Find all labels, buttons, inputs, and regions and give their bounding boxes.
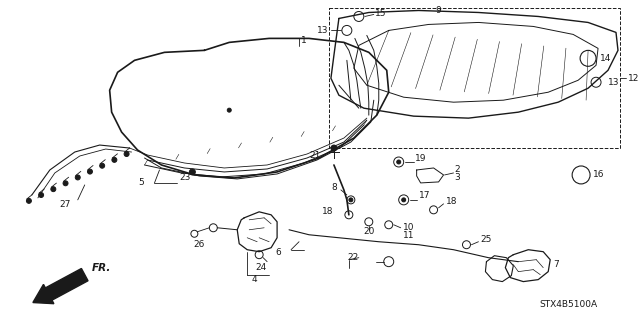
Text: 4: 4 (252, 275, 257, 284)
Text: 24: 24 (255, 263, 267, 272)
Circle shape (331, 145, 337, 151)
Text: 5: 5 (139, 178, 145, 188)
FancyArrow shape (33, 269, 88, 304)
Circle shape (397, 160, 401, 164)
Circle shape (189, 169, 195, 175)
Text: 1: 1 (301, 36, 307, 45)
Text: STX4B5100A: STX4B5100A (539, 300, 597, 309)
Text: 18: 18 (445, 197, 457, 206)
Circle shape (38, 193, 44, 197)
Circle shape (63, 181, 68, 186)
Circle shape (88, 169, 92, 174)
Text: 3: 3 (454, 174, 460, 182)
Circle shape (76, 175, 80, 180)
Circle shape (402, 198, 406, 202)
Text: 11: 11 (403, 231, 414, 240)
Text: 27: 27 (59, 200, 70, 209)
Text: 14: 14 (600, 54, 611, 63)
Text: FR.: FR. (92, 263, 111, 273)
Text: 8: 8 (331, 183, 337, 192)
Circle shape (124, 152, 129, 157)
Text: 16: 16 (593, 170, 605, 180)
Circle shape (100, 163, 105, 168)
Text: 9: 9 (436, 6, 442, 15)
Text: 7: 7 (553, 260, 559, 269)
Text: 19: 19 (415, 153, 426, 162)
Text: 20: 20 (363, 227, 374, 236)
Text: 21: 21 (310, 151, 321, 160)
Text: 10: 10 (403, 223, 414, 232)
Text: 26: 26 (194, 240, 205, 249)
Text: 13: 13 (317, 26, 329, 35)
Text: 2: 2 (454, 166, 460, 174)
Text: 13: 13 (608, 78, 620, 87)
Text: 17: 17 (419, 191, 430, 200)
Text: 12: 12 (628, 74, 639, 83)
Text: 22: 22 (348, 253, 359, 262)
Text: 15: 15 (375, 9, 387, 18)
Circle shape (349, 198, 353, 202)
Text: 23: 23 (179, 174, 191, 182)
Circle shape (112, 157, 117, 162)
Text: 6: 6 (275, 248, 281, 257)
Circle shape (51, 187, 56, 192)
Circle shape (26, 198, 31, 203)
Text: 18: 18 (323, 207, 334, 216)
Bar (329, 9, 620, 148)
Circle shape (227, 108, 231, 112)
Text: 25: 25 (481, 235, 492, 244)
